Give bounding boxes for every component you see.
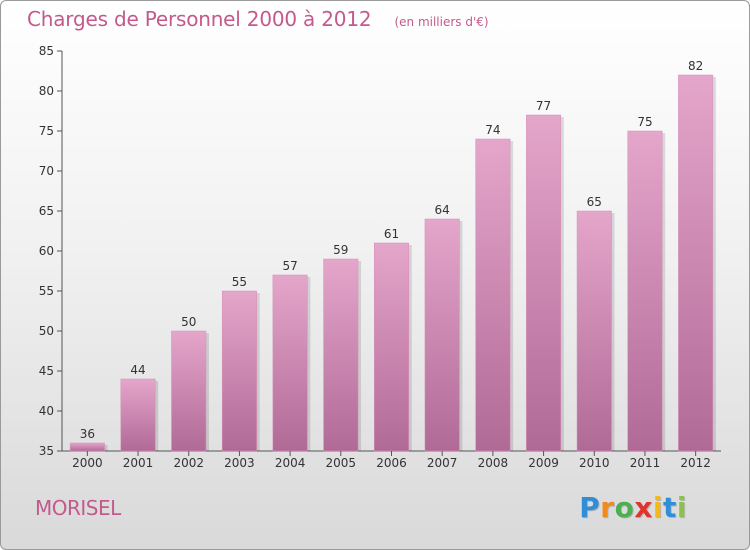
bar-value-label: 61 <box>384 227 399 241</box>
town-name: MORISEL <box>35 496 121 520</box>
y-tick-label: 65 <box>39 204 54 218</box>
chart-subtitle: (en milliers d'€) <box>394 15 489 29</box>
bar <box>171 330 207 452</box>
bar <box>221 290 257 452</box>
bar-value-label: 55 <box>232 275 247 289</box>
bar <box>627 130 663 452</box>
x-tick-label: 2008 <box>478 456 509 470</box>
bar-value-label: 59 <box>333 243 348 257</box>
bar-value-label: 64 <box>435 203 450 217</box>
x-tick-label: 2001 <box>123 456 154 470</box>
bar-value-label: 75 <box>637 115 652 129</box>
y-tick-label: 60 <box>39 244 54 258</box>
y-tick-label: 50 <box>39 324 54 338</box>
bar <box>678 74 714 452</box>
x-tick-label: 2007 <box>427 456 458 470</box>
bar-value-label: 74 <box>485 123 500 137</box>
bar <box>475 138 511 452</box>
y-tick-label: 40 <box>39 404 54 418</box>
proxiti-logo: Proxiti <box>579 491 687 524</box>
bar-value-label: 57 <box>282 259 297 273</box>
bar-value-label: 44 <box>130 363 145 377</box>
x-tick-label: 2003 <box>224 456 255 470</box>
bar <box>272 274 308 452</box>
bar <box>69 442 105 452</box>
bar-value-label: 65 <box>587 195 602 209</box>
chart-header: Charges de Personnel 2000 à 2012 (en mil… <box>27 7 489 31</box>
y-tick-label: 55 <box>39 284 54 298</box>
y-tick-label: 70 <box>39 164 54 178</box>
bar <box>374 242 409 452</box>
x-tick-label: 2010 <box>579 456 610 470</box>
bar <box>526 114 562 452</box>
y-tick-label: 45 <box>39 364 54 378</box>
bar <box>120 378 156 452</box>
bar-value-label: 50 <box>181 315 196 329</box>
bar-value-label: 36 <box>80 427 95 441</box>
x-tick-label: 2012 <box>680 456 711 470</box>
x-tick-label: 2005 <box>326 456 357 470</box>
y-tick-label: 80 <box>39 84 54 98</box>
x-tick-label: 2004 <box>275 456 306 470</box>
x-tick-label: 2011 <box>630 456 661 470</box>
x-tick-label: 2009 <box>528 456 559 470</box>
y-tick-label: 35 <box>39 444 54 458</box>
bar <box>424 218 460 452</box>
bar <box>323 258 359 452</box>
y-tick-label: 85 <box>39 44 54 58</box>
x-tick-label: 2006 <box>376 456 407 470</box>
bar-value-label: 82 <box>688 59 703 73</box>
x-tick-label: 2002 <box>173 456 204 470</box>
x-tick-label: 2000 <box>72 456 103 470</box>
bar <box>576 210 612 452</box>
y-tick-label: 75 <box>39 124 54 138</box>
bar-value-label: 77 <box>536 99 551 113</box>
chart-title: Charges de Personnel 2000 à 2012 <box>27 7 372 31</box>
